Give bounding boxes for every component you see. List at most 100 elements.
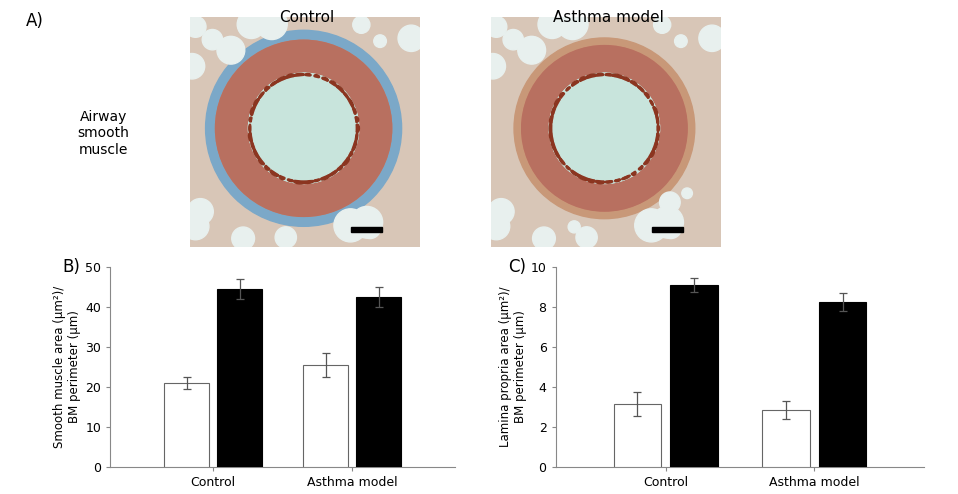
Ellipse shape [259,158,264,165]
Ellipse shape [330,81,336,86]
Ellipse shape [353,108,356,114]
Circle shape [256,8,287,40]
Ellipse shape [596,180,604,184]
Circle shape [518,37,545,64]
Circle shape [653,16,671,33]
Ellipse shape [342,157,350,165]
Ellipse shape [251,141,255,150]
Ellipse shape [313,179,320,182]
Ellipse shape [249,117,253,122]
Ellipse shape [314,75,320,78]
Circle shape [248,73,358,183]
Bar [356,297,400,467]
Circle shape [275,227,296,248]
Ellipse shape [352,140,356,151]
Ellipse shape [337,165,343,170]
Circle shape [480,53,506,79]
Ellipse shape [259,92,264,99]
Ellipse shape [637,86,644,92]
Circle shape [522,45,687,211]
Ellipse shape [348,98,354,108]
Ellipse shape [264,165,270,170]
Y-axis label: Smooth muscle area (μm²)/
BM perimeter (μm): Smooth muscle area (μm²)/ BM perimeter (… [53,286,81,448]
Circle shape [238,10,265,39]
Ellipse shape [638,165,643,170]
Ellipse shape [566,87,570,91]
Ellipse shape [249,124,251,132]
Text: Airway
smooth
muscle: Airway smooth muscle [78,110,129,157]
Ellipse shape [605,180,613,183]
Circle shape [248,73,358,183]
Ellipse shape [294,74,305,77]
Ellipse shape [623,77,629,82]
Circle shape [568,221,581,233]
Circle shape [351,206,382,238]
Circle shape [399,25,424,51]
Circle shape [179,53,205,79]
Ellipse shape [650,100,653,106]
Circle shape [553,77,655,180]
Circle shape [660,217,681,239]
Ellipse shape [549,123,553,134]
Ellipse shape [264,86,270,91]
Circle shape [353,16,370,33]
Ellipse shape [303,180,313,183]
Ellipse shape [336,85,344,92]
Circle shape [522,45,687,211]
Circle shape [483,213,510,240]
Ellipse shape [622,175,630,180]
Ellipse shape [559,158,565,165]
Bar [671,285,718,467]
Circle shape [659,192,680,212]
Bar [351,227,381,232]
Ellipse shape [322,77,329,82]
Circle shape [674,35,687,47]
Circle shape [503,30,523,50]
Circle shape [486,16,507,38]
Bar [304,365,348,467]
Y-axis label: Lamina propria area (μm²)/
BM perimeter (μm): Lamina propria area (μm²)/ BM perimeter … [498,287,527,447]
Ellipse shape [279,175,285,180]
Ellipse shape [578,174,588,180]
Ellipse shape [270,81,278,86]
Bar [165,383,209,467]
Text: Asthma model: Asthma model [553,10,664,25]
Circle shape [359,217,380,239]
Circle shape [185,16,206,38]
Ellipse shape [655,114,659,125]
Text: B): B) [62,258,80,276]
Ellipse shape [559,93,564,98]
Bar [217,289,262,467]
Circle shape [217,37,244,64]
Circle shape [682,188,693,199]
Ellipse shape [254,149,260,159]
Ellipse shape [551,140,556,151]
Ellipse shape [305,74,311,77]
Ellipse shape [580,77,586,82]
Ellipse shape [652,107,657,115]
Ellipse shape [329,170,337,176]
Ellipse shape [550,131,554,143]
Circle shape [216,40,392,216]
Ellipse shape [286,74,294,79]
Circle shape [216,40,392,216]
Ellipse shape [550,115,554,124]
Circle shape [334,209,367,242]
Ellipse shape [254,99,260,107]
Ellipse shape [585,74,597,79]
Circle shape [533,227,556,250]
Ellipse shape [555,149,560,158]
Circle shape [699,25,725,51]
Ellipse shape [354,117,358,123]
Circle shape [557,8,588,40]
Ellipse shape [571,170,580,176]
Ellipse shape [349,151,353,157]
Ellipse shape [552,106,556,116]
Circle shape [538,10,566,39]
Text: A): A) [26,12,44,30]
Circle shape [232,227,255,250]
Ellipse shape [656,125,659,131]
Circle shape [202,30,222,50]
Bar [614,404,661,467]
Ellipse shape [250,107,256,116]
